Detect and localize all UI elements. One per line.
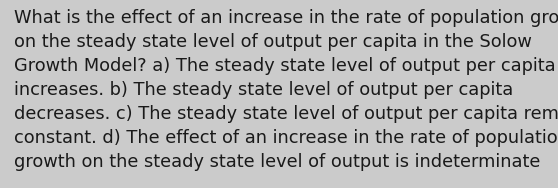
Text: What is the effect of an increase in the rate of population growth
on the steady: What is the effect of an increase in the…: [14, 9, 558, 171]
